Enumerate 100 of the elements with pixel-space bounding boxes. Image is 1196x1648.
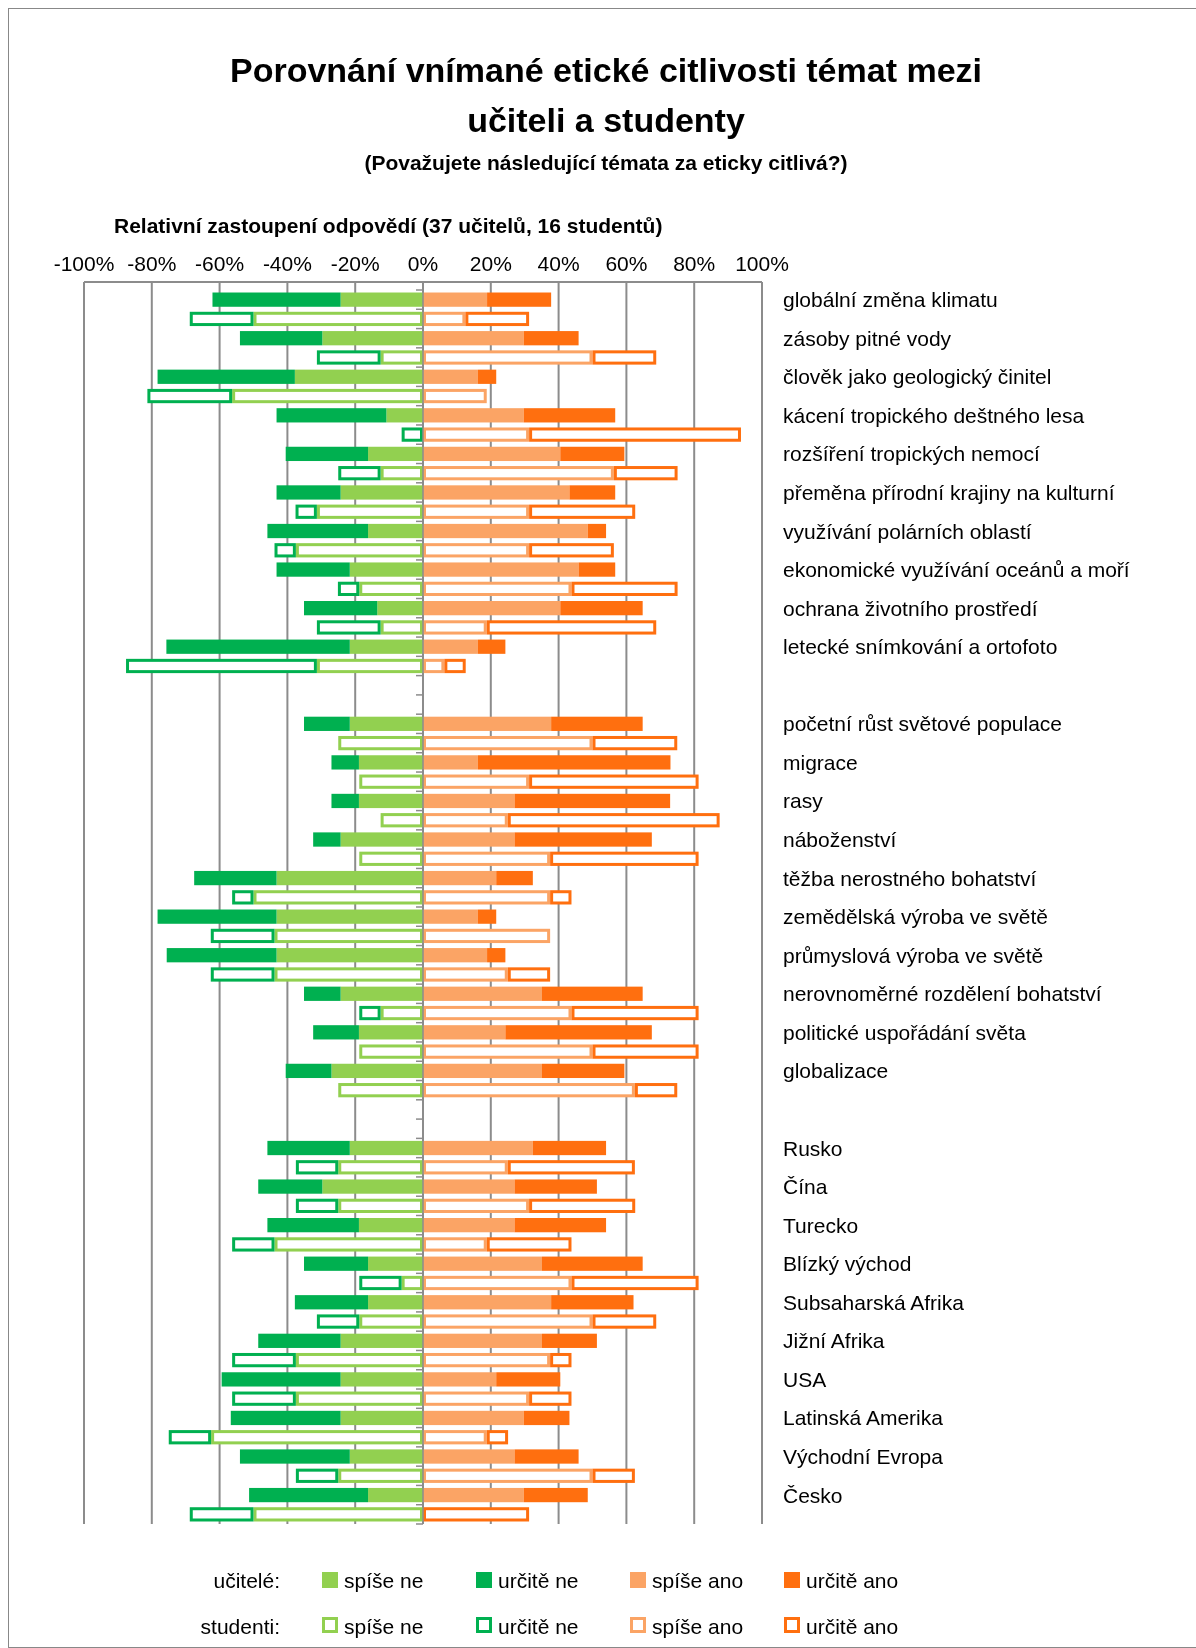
bar (239, 1449, 350, 1464)
y-tick-label: ochrana životního prostředí (783, 596, 1038, 620)
bar (368, 1295, 423, 1310)
bar (267, 523, 369, 539)
bar (423, 1140, 533, 1156)
bar (477, 909, 497, 924)
bar (294, 369, 423, 384)
bar (423, 1179, 515, 1194)
y-tick-label: globální změna klimatu (783, 288, 998, 312)
bar (349, 1449, 423, 1464)
bar (523, 408, 616, 423)
bar (523, 1410, 570, 1426)
bar (423, 716, 552, 731)
bar (368, 446, 423, 462)
bar (221, 1372, 341, 1387)
bar (477, 369, 497, 384)
bar (380, 813, 423, 828)
bar (423, 1333, 542, 1348)
bar (349, 639, 423, 654)
chart-title: Porovnání vnímané etické citlivosti témat mezi učiteli a studenty (229, 51, 983, 139)
y-tick-label: náboženství (783, 828, 897, 852)
bar (423, 1487, 524, 1503)
y-tick-label: početní růst světové populace (783, 712, 1063, 736)
y-tick-label: Jižní Afrika (783, 1329, 885, 1353)
bar (157, 369, 295, 384)
bar (294, 1295, 369, 1310)
x-tick-label: 20% (469, 251, 512, 275)
bar (423, 292, 488, 307)
bar (276, 485, 341, 500)
bar (230, 1410, 341, 1426)
x-tick-label: 0% (407, 251, 439, 275)
y-tick-label: zemědělská výroba ve světě (783, 905, 1048, 929)
bar (514, 1179, 597, 1194)
bar (331, 1063, 423, 1079)
bar (358, 755, 423, 770)
y-tick-label: Blízký východ (783, 1252, 912, 1276)
y-tick-label: průmyslová výroba ve světě (783, 943, 1044, 967)
y-tick-label: rasy (783, 789, 824, 813)
bar (423, 408, 524, 423)
y-tick-label: migrace (783, 750, 858, 774)
bar (423, 601, 561, 616)
bar (541, 1063, 625, 1079)
bar (166, 639, 350, 654)
bar (212, 292, 341, 307)
bar (194, 870, 277, 886)
text: studenti: (200, 1614, 280, 1638)
y-tick-label: nerovnoměrné rozdělení bohatství (783, 982, 1102, 1006)
bar (423, 446, 561, 462)
y-tick-label: Východní Evropa (783, 1445, 944, 1469)
y-tick-label: Latinská Amerika (783, 1406, 944, 1430)
bar (560, 446, 625, 462)
bar (368, 1487, 423, 1503)
x-tick-label: -100% (53, 251, 115, 275)
bar (496, 1372, 561, 1387)
bar (249, 1487, 369, 1503)
bar (267, 1140, 350, 1156)
bar (423, 1063, 542, 1079)
bar (423, 388, 487, 404)
bar (423, 948, 488, 963)
x-tick-label: 80% (673, 251, 716, 275)
bar (166, 948, 277, 963)
legend-label: určitě ne (498, 1568, 579, 1592)
bar (477, 639, 506, 654)
bar (423, 562, 579, 577)
bar (496, 870, 533, 886)
x-tick-label: 40% (537, 251, 580, 275)
bar (423, 909, 478, 924)
y-tick-label: kácení tropického deštného lesa (783, 403, 1085, 427)
legend-label: určitě ne (498, 1614, 579, 1638)
bar (423, 1372, 497, 1387)
x-tick-label: -40% (262, 251, 312, 275)
y-tick-label: člověk jako geologický činitel (783, 365, 1052, 389)
bar (276, 870, 423, 886)
bar (304, 716, 350, 731)
x-tick-label: 100% (735, 251, 789, 275)
bar (541, 1256, 643, 1271)
bar (423, 1256, 542, 1271)
bar (514, 1449, 579, 1464)
legend-label: spíše ano (652, 1568, 744, 1592)
bar (423, 1218, 515, 1233)
bar (560, 601, 643, 616)
bar (423, 870, 497, 886)
bar (340, 1372, 423, 1387)
y-tick-label: USA (783, 1367, 827, 1391)
bar (359, 851, 423, 866)
bar (523, 331, 579, 346)
bar (285, 446, 369, 462)
bar (368, 1256, 423, 1271)
bar (477, 755, 671, 770)
bar (514, 832, 652, 847)
legend-label: spíše ano (652, 1614, 744, 1638)
y-tick-label: Česko (783, 1483, 843, 1507)
y-tick-label: politické uspořádání světa (783, 1020, 1027, 1044)
bar (304, 1256, 369, 1271)
bar (340, 292, 423, 307)
legend-label: určitě ano (806, 1614, 899, 1638)
bar (340, 485, 423, 500)
x-tick-label: -80% (127, 251, 177, 275)
bar (276, 909, 423, 924)
bar (276, 948, 423, 963)
